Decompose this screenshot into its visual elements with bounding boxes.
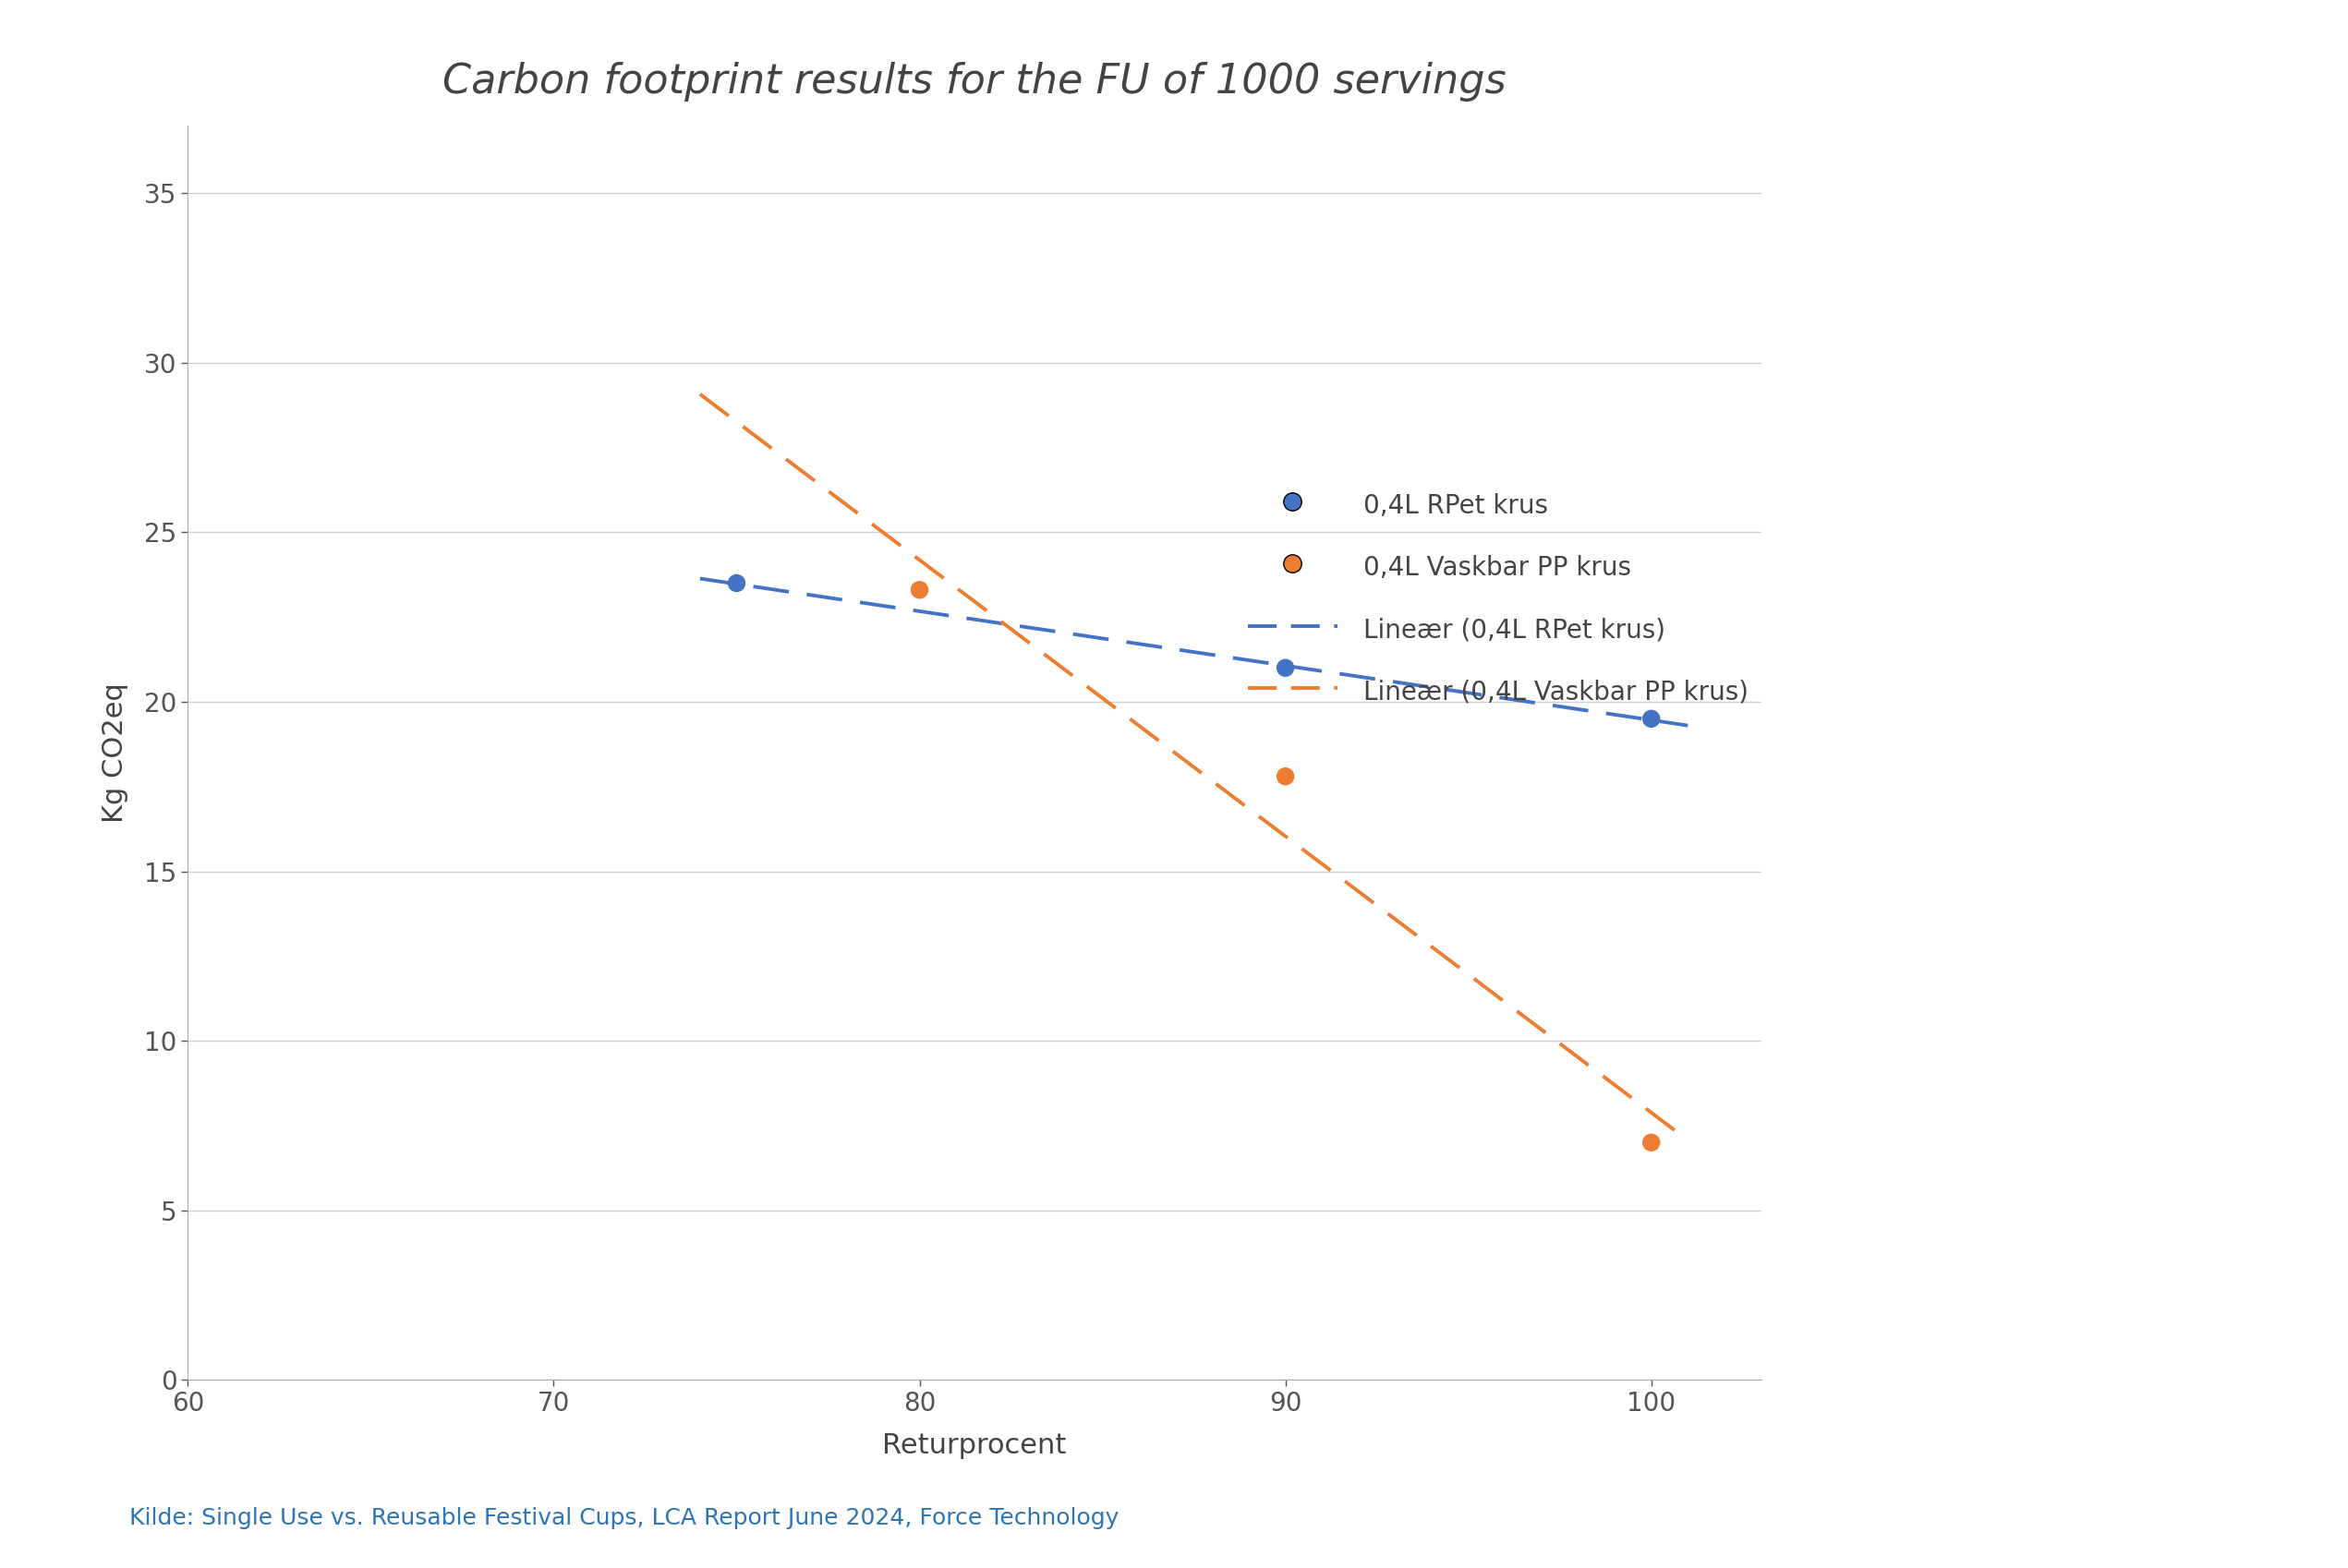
- Point: [1632, 1131, 1669, 1156]
- Title: Carbon footprint results for the FU of 1000 servings: Carbon footprint results for the FU of 1…: [441, 63, 1507, 102]
- X-axis label: Returprocent: Returprocent: [883, 1432, 1066, 1458]
- Point: [1632, 706, 1669, 731]
- Point: [1266, 655, 1303, 681]
- Y-axis label: Kg CO2eq: Kg CO2eq: [101, 682, 129, 823]
- Legend: 0,4L RPet krus, 0,4L Vaskbar PP krus, Lineær (0,4L RPet krus), Lineær (0,4L Vask: 0,4L RPet krus, 0,4L Vaskbar PP krus, Li…: [1247, 489, 1749, 707]
- Point: [718, 571, 756, 596]
- Text: Kilde: Single Use vs. Reusable Festival Cups, LCA Report June 2024, Force Techno: Kilde: Single Use vs. Reusable Festival …: [129, 1507, 1118, 1529]
- Point: [1266, 764, 1303, 789]
- Point: [902, 577, 939, 602]
